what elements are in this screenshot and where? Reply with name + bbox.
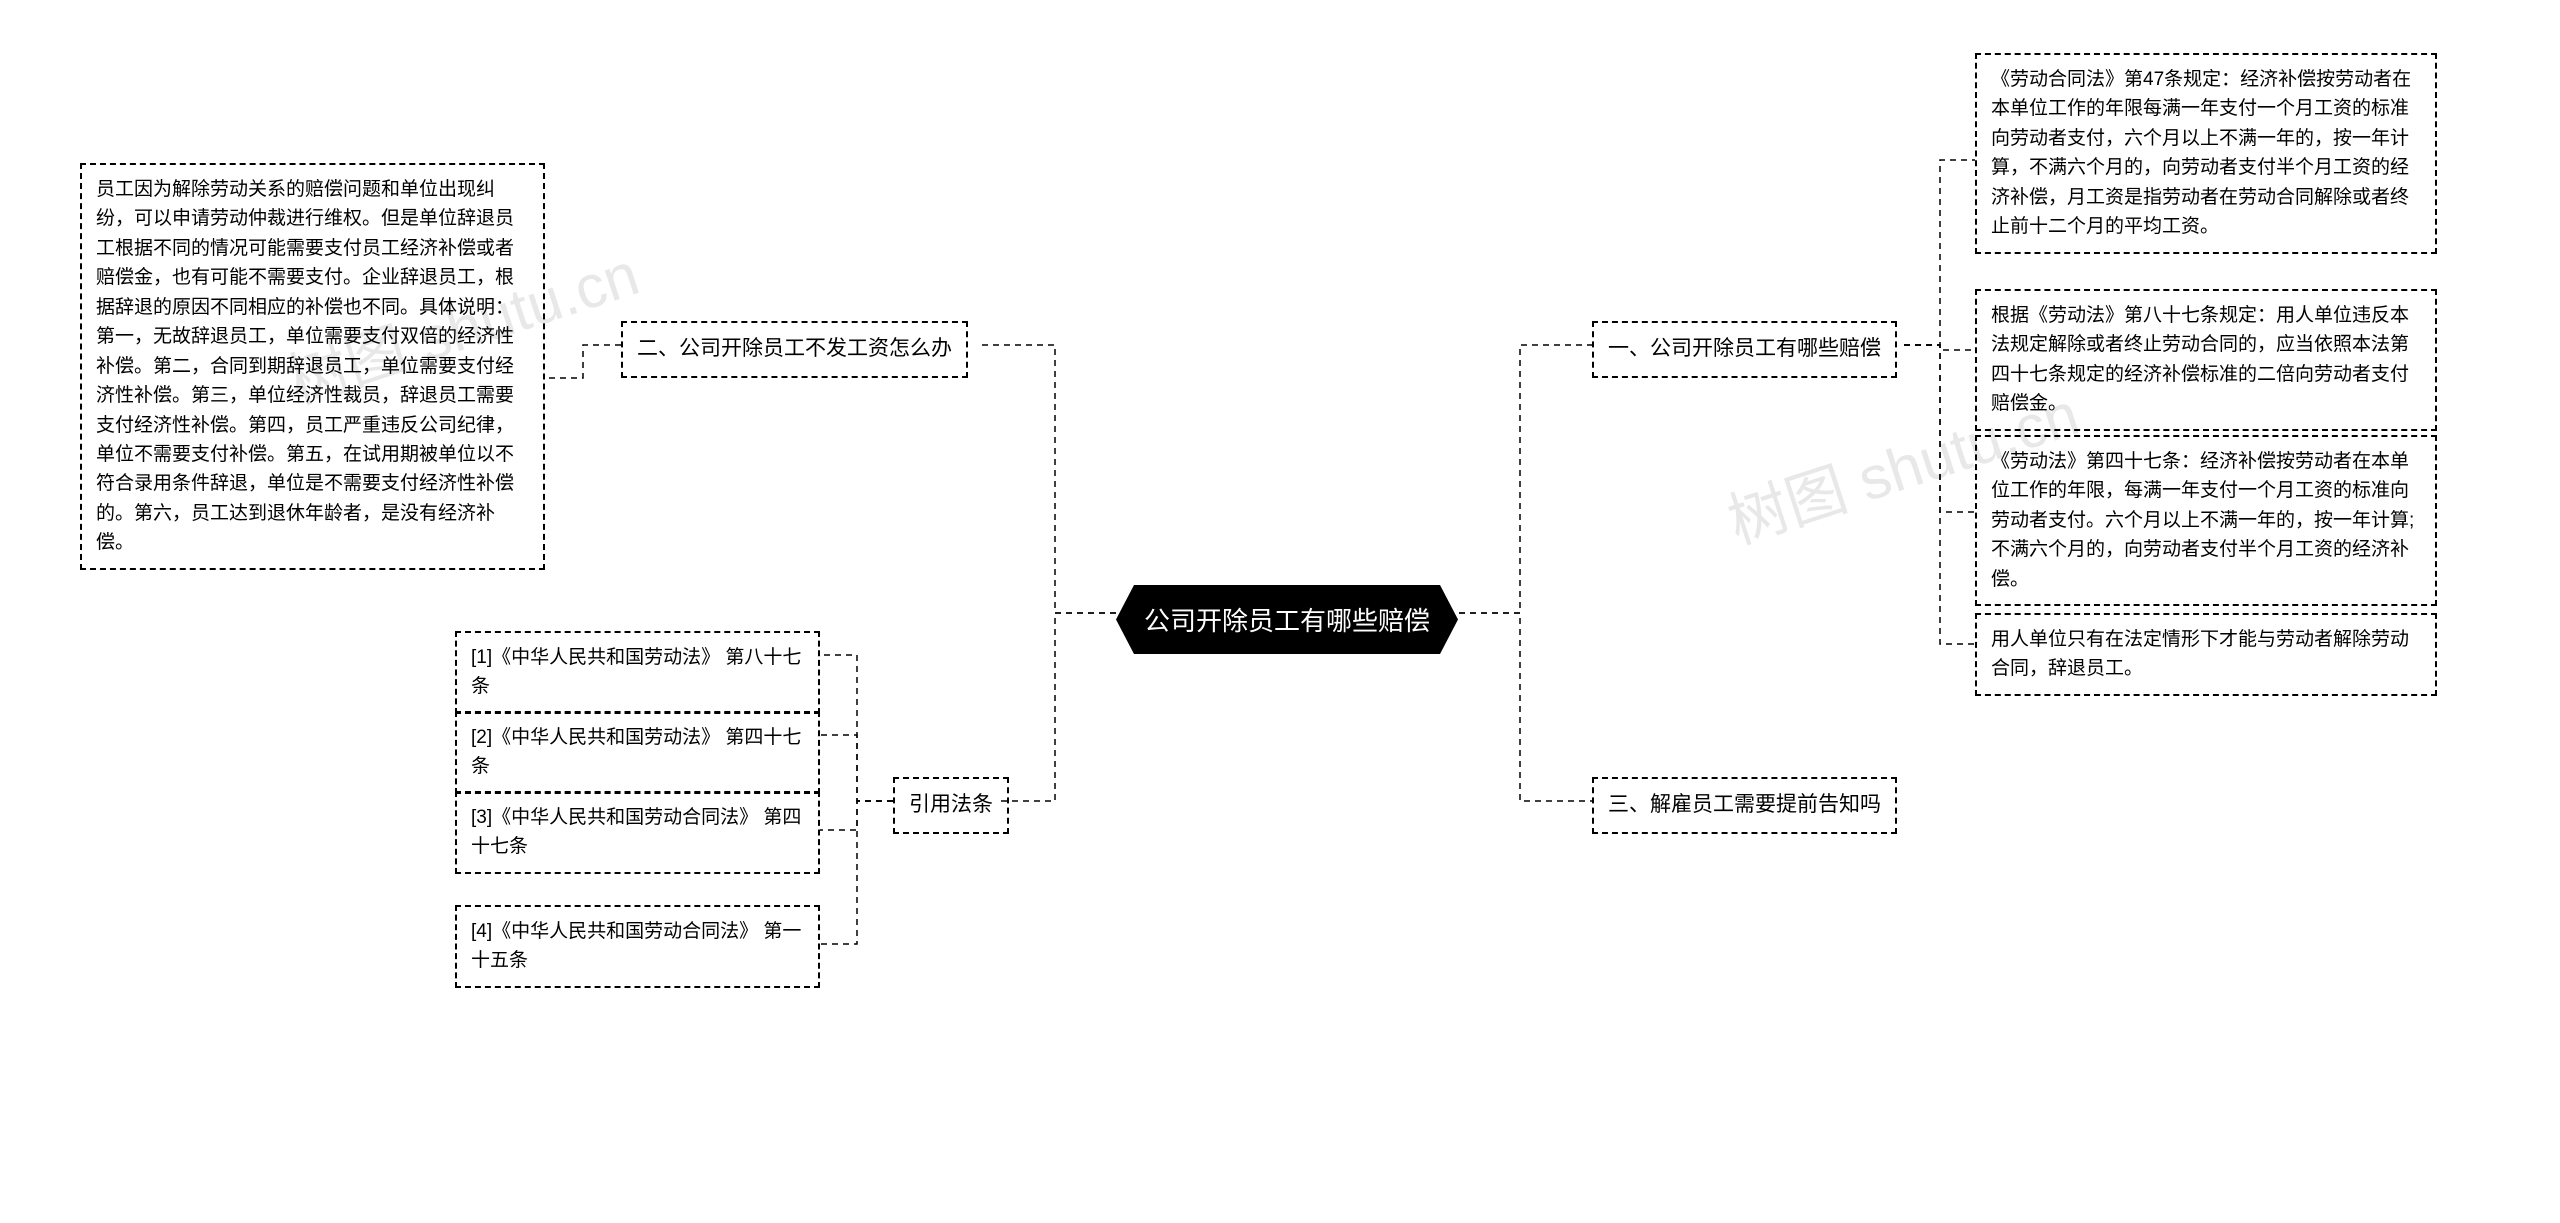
leaf-r1-3: 用人单位只有在法定情形下才能与劳动者解除劳动合同，辞退员工。 xyxy=(1975,613,2437,696)
branch-right-1: 一、公司开除员工有哪些赔偿 xyxy=(1592,321,1897,378)
leaf-l2-0: [1]《中华人民共和国劳动法》 第八十七条 xyxy=(455,631,820,714)
root-node: 公司开除员工有哪些赔偿 xyxy=(1116,585,1458,654)
leaf-l1-0: 员工因为解除劳动关系的赔偿问题和单位出现纠纷，可以申请劳动仲裁进行维权。但是单位… xyxy=(80,163,545,570)
leaf-l2-2: [3]《中华人民共和国劳动合同法》 第四十七条 xyxy=(455,791,820,874)
leaf-r1-0: 《劳动合同法》第47条规定：经济补偿按劳动者在本单位工作的年限每满一年支付一个月… xyxy=(1975,53,2437,254)
leaf-r1-1: 根据《劳动法》第八十七条规定：用人单位违反本法规定解除或者终止劳动合同的，应当依… xyxy=(1975,289,2437,431)
leaf-r1-2: 《劳动法》第四十七条：经济补偿按劳动者在本单位工作的年限，每满一年支付一个月工资… xyxy=(1975,435,2437,606)
branch-left-1: 二、公司开除员工不发工资怎么办 xyxy=(621,321,968,378)
leaf-l2-3: [4]《中华人民共和国劳动合同法》 第一十五条 xyxy=(455,905,820,988)
branch-left-2: 引用法条 xyxy=(893,777,1009,834)
branch-right-2: 三、解雇员工需要提前告知吗 xyxy=(1592,777,1897,834)
leaf-l2-1: [2]《中华人民共和国劳动法》 第四十七条 xyxy=(455,711,820,794)
